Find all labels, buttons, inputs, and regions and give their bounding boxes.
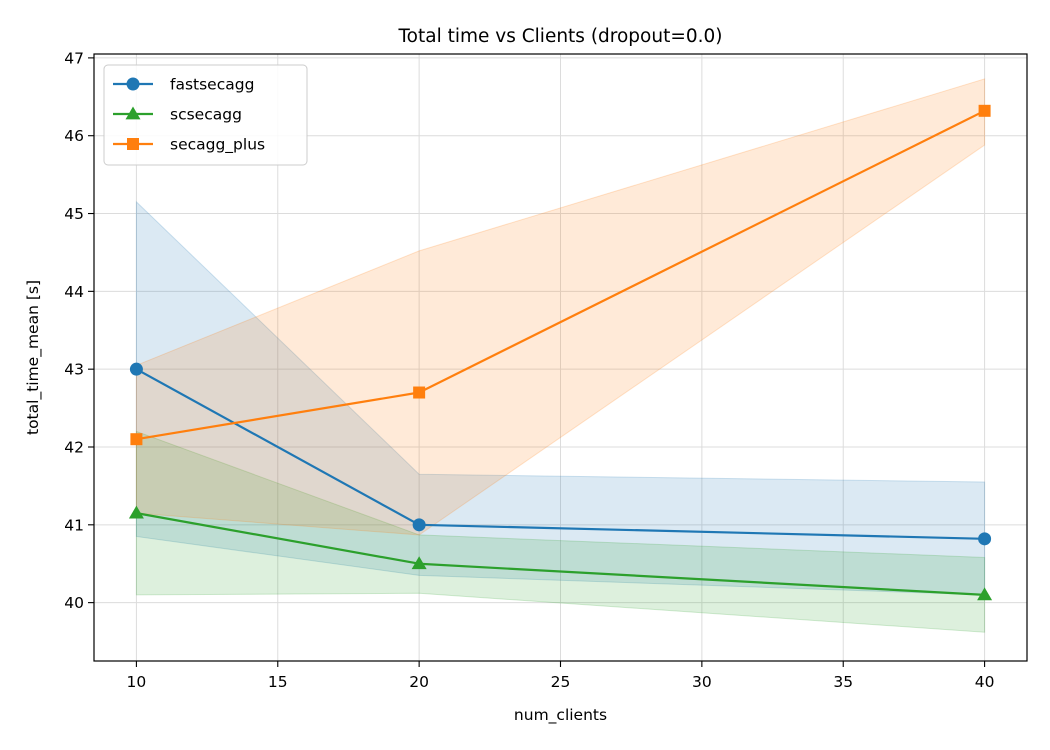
- legend-marker: [125, 106, 141, 120]
- y-tick-label: 47: [64, 49, 84, 67]
- x-tick-label: 20: [409, 673, 429, 691]
- scsecagg-point: [128, 505, 144, 519]
- x-axis-label: num_clients: [514, 706, 607, 725]
- scsecagg-point: [411, 556, 427, 570]
- axis-ticks: 10 15 20 25 30 35 40 40 41 42 43 44 45 46 47: [64, 49, 994, 691]
- legend-label: scsecagg: [170, 106, 242, 124]
- fastsecagg-point: [129, 362, 143, 376]
- y-axis-label: total_time_mean [s]: [24, 280, 43, 435]
- legend-label: fastsecagg: [170, 76, 254, 94]
- secagg_plus-point: [130, 433, 143, 446]
- y-tick-label: 41: [64, 516, 84, 534]
- y-tick-label: 44: [64, 283, 84, 301]
- x-tick-label: 15: [268, 673, 288, 691]
- grid: [94, 54, 1027, 661]
- x-tick-label: 25: [551, 673, 571, 691]
- x-tick-label: 35: [833, 673, 853, 691]
- scsecagg-point: [977, 587, 993, 601]
- x-tick-label: 40: [975, 673, 995, 691]
- x-tick-label: 10: [127, 673, 147, 691]
- legend: fastsecagg scsecagg secagg_plus: [103, 64, 308, 166]
- x-tick-label: 30: [692, 673, 712, 691]
- legend-label: secagg_plus: [170, 136, 265, 155]
- fastsecagg-point: [412, 518, 426, 532]
- y-tick-label: 42: [64, 438, 84, 456]
- y-tick-label: 43: [64, 361, 84, 379]
- y-tick-label: 40: [64, 594, 84, 612]
- fastsecagg-point: [978, 532, 992, 546]
- y-tick-label: 45: [64, 205, 84, 223]
- secagg_plus-point: [978, 104, 991, 117]
- y-tick-label: 46: [64, 127, 84, 145]
- legend-marker: [126, 77, 140, 91]
- legend-box: [103, 64, 308, 166]
- legend-marker: [127, 138, 139, 150]
- secagg_plus-point: [413, 386, 426, 399]
- scsecagg-band: [135, 430, 986, 633]
- chart-title: Total time vs Clients (dropout=0.0): [398, 26, 723, 47]
- series-markers: [128, 104, 993, 601]
